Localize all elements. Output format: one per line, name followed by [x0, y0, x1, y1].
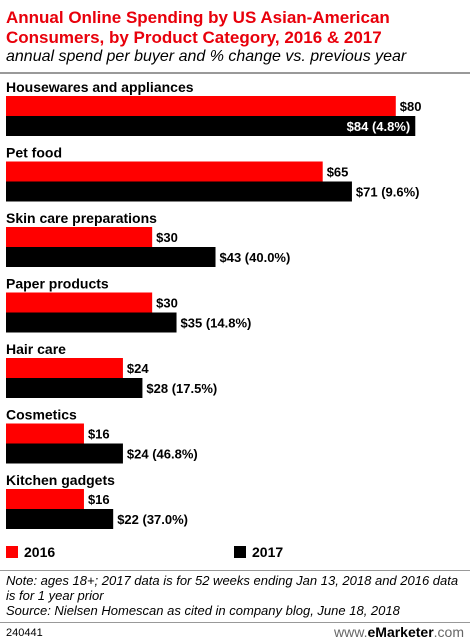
- brand-suffix: .com: [433, 624, 464, 640]
- source-text: Source: Nielsen Homescan as cited in com…: [6, 603, 400, 618]
- value-label-paper-products-2016: $30: [156, 296, 178, 311]
- value-label-cosmetics-2017: $24 (46.8%): [127, 447, 198, 462]
- notes-divider: [0, 570, 470, 571]
- value-label-housewares-and-appliances-2017: $84 (4.8%): [347, 119, 411, 134]
- bar-pet-food-2017: [6, 181, 352, 202]
- chart-title: Annual Online Spending by US Asian-Ameri…: [6, 8, 390, 47]
- category-label-skin-care-preparations: Skin care preparations: [6, 210, 157, 226]
- value-label-pet-food-2016: $65: [327, 165, 349, 180]
- value-label-hair-care-2017: $28 (17.5%): [146, 381, 217, 396]
- category-label-hair-care: Hair care: [6, 341, 66, 357]
- bar-kitchen-gadgets-2017: [6, 509, 114, 529]
- value-label-skin-care-preparations-2017: $43 (40.0%): [220, 250, 291, 265]
- bar-skin-care-preparations-2016: [6, 227, 153, 247]
- bar-paper-products-2017: [6, 312, 177, 333]
- legend: 2016 2017: [6, 544, 464, 564]
- legend-swatch-2016: [6, 546, 18, 558]
- bar-cosmetics-2017: [6, 443, 123, 464]
- value-label-kitchen-gadgets-2017: $22 (37.0%): [117, 512, 188, 527]
- bar-hair-care-2017: [6, 378, 143, 398]
- notes: Note: ages 18+; 2017 data is for 52 week…: [6, 573, 464, 618]
- category-label-cosmetics: Cosmetics: [6, 407, 77, 423]
- brand-prefix: www.: [334, 624, 368, 640]
- bar-kitchen-gadgets-2016: [6, 489, 84, 509]
- brand-logo: www.eMarketer.com: [334, 624, 464, 640]
- legend-swatch-2017: [234, 546, 246, 558]
- category-label-kitchen-gadgets: Kitchen gadgets: [6, 472, 115, 488]
- category-label-pet-food: Pet food: [6, 145, 62, 161]
- bar-cosmetics-2016: [6, 423, 84, 444]
- legend-item-2016: 2016: [6, 544, 55, 560]
- category-label-paper-products: Paper products: [6, 276, 109, 292]
- top-divider: [0, 72, 470, 74]
- chart-subtitle: annual spend per buyer and % change vs. …: [6, 48, 407, 65]
- bar-hair-care-2016: [6, 358, 123, 378]
- chart-id: 240441: [6, 627, 43, 639]
- legend-item-2017: 2017: [234, 544, 283, 560]
- footer-divider: [0, 622, 470, 623]
- bar-paper-products-2016: [6, 292, 153, 313]
- note-text: Note: ages 18+; 2017 data is for 52 week…: [6, 573, 459, 603]
- value-label-housewares-and-appliances-2016: $80: [400, 99, 422, 114]
- value-label-skin-care-preparations-2016: $30: [156, 230, 178, 245]
- value-label-hair-care-2016: $24: [127, 361, 149, 376]
- value-label-kitchen-gadgets-2016: $16: [88, 492, 110, 507]
- legend-label-2017: 2017: [252, 544, 284, 560]
- value-label-pet-food-2017: $71 (9.6%): [356, 185, 420, 200]
- category-label-housewares-and-appliances: Housewares and appliances: [6, 79, 194, 95]
- bar-chart: Housewares and appliances $80 $84 (4.8%) Pe…: [6, 79, 422, 529]
- value-label-cosmetics-2016: $16: [88, 427, 110, 442]
- brand-name: eMarketer: [367, 624, 434, 640]
- legend-label-2016: 2016: [24, 544, 56, 560]
- bar-housewares-and-appliances-2016: [6, 96, 396, 116]
- bar-housewares-and-appliances-2017: [6, 116, 416, 136]
- bar-skin-care-preparations-2017: [6, 247, 216, 267]
- value-label-paper-products-2017: $35 (14.8%): [181, 316, 252, 331]
- bar-pet-food-2016: [6, 161, 323, 182]
